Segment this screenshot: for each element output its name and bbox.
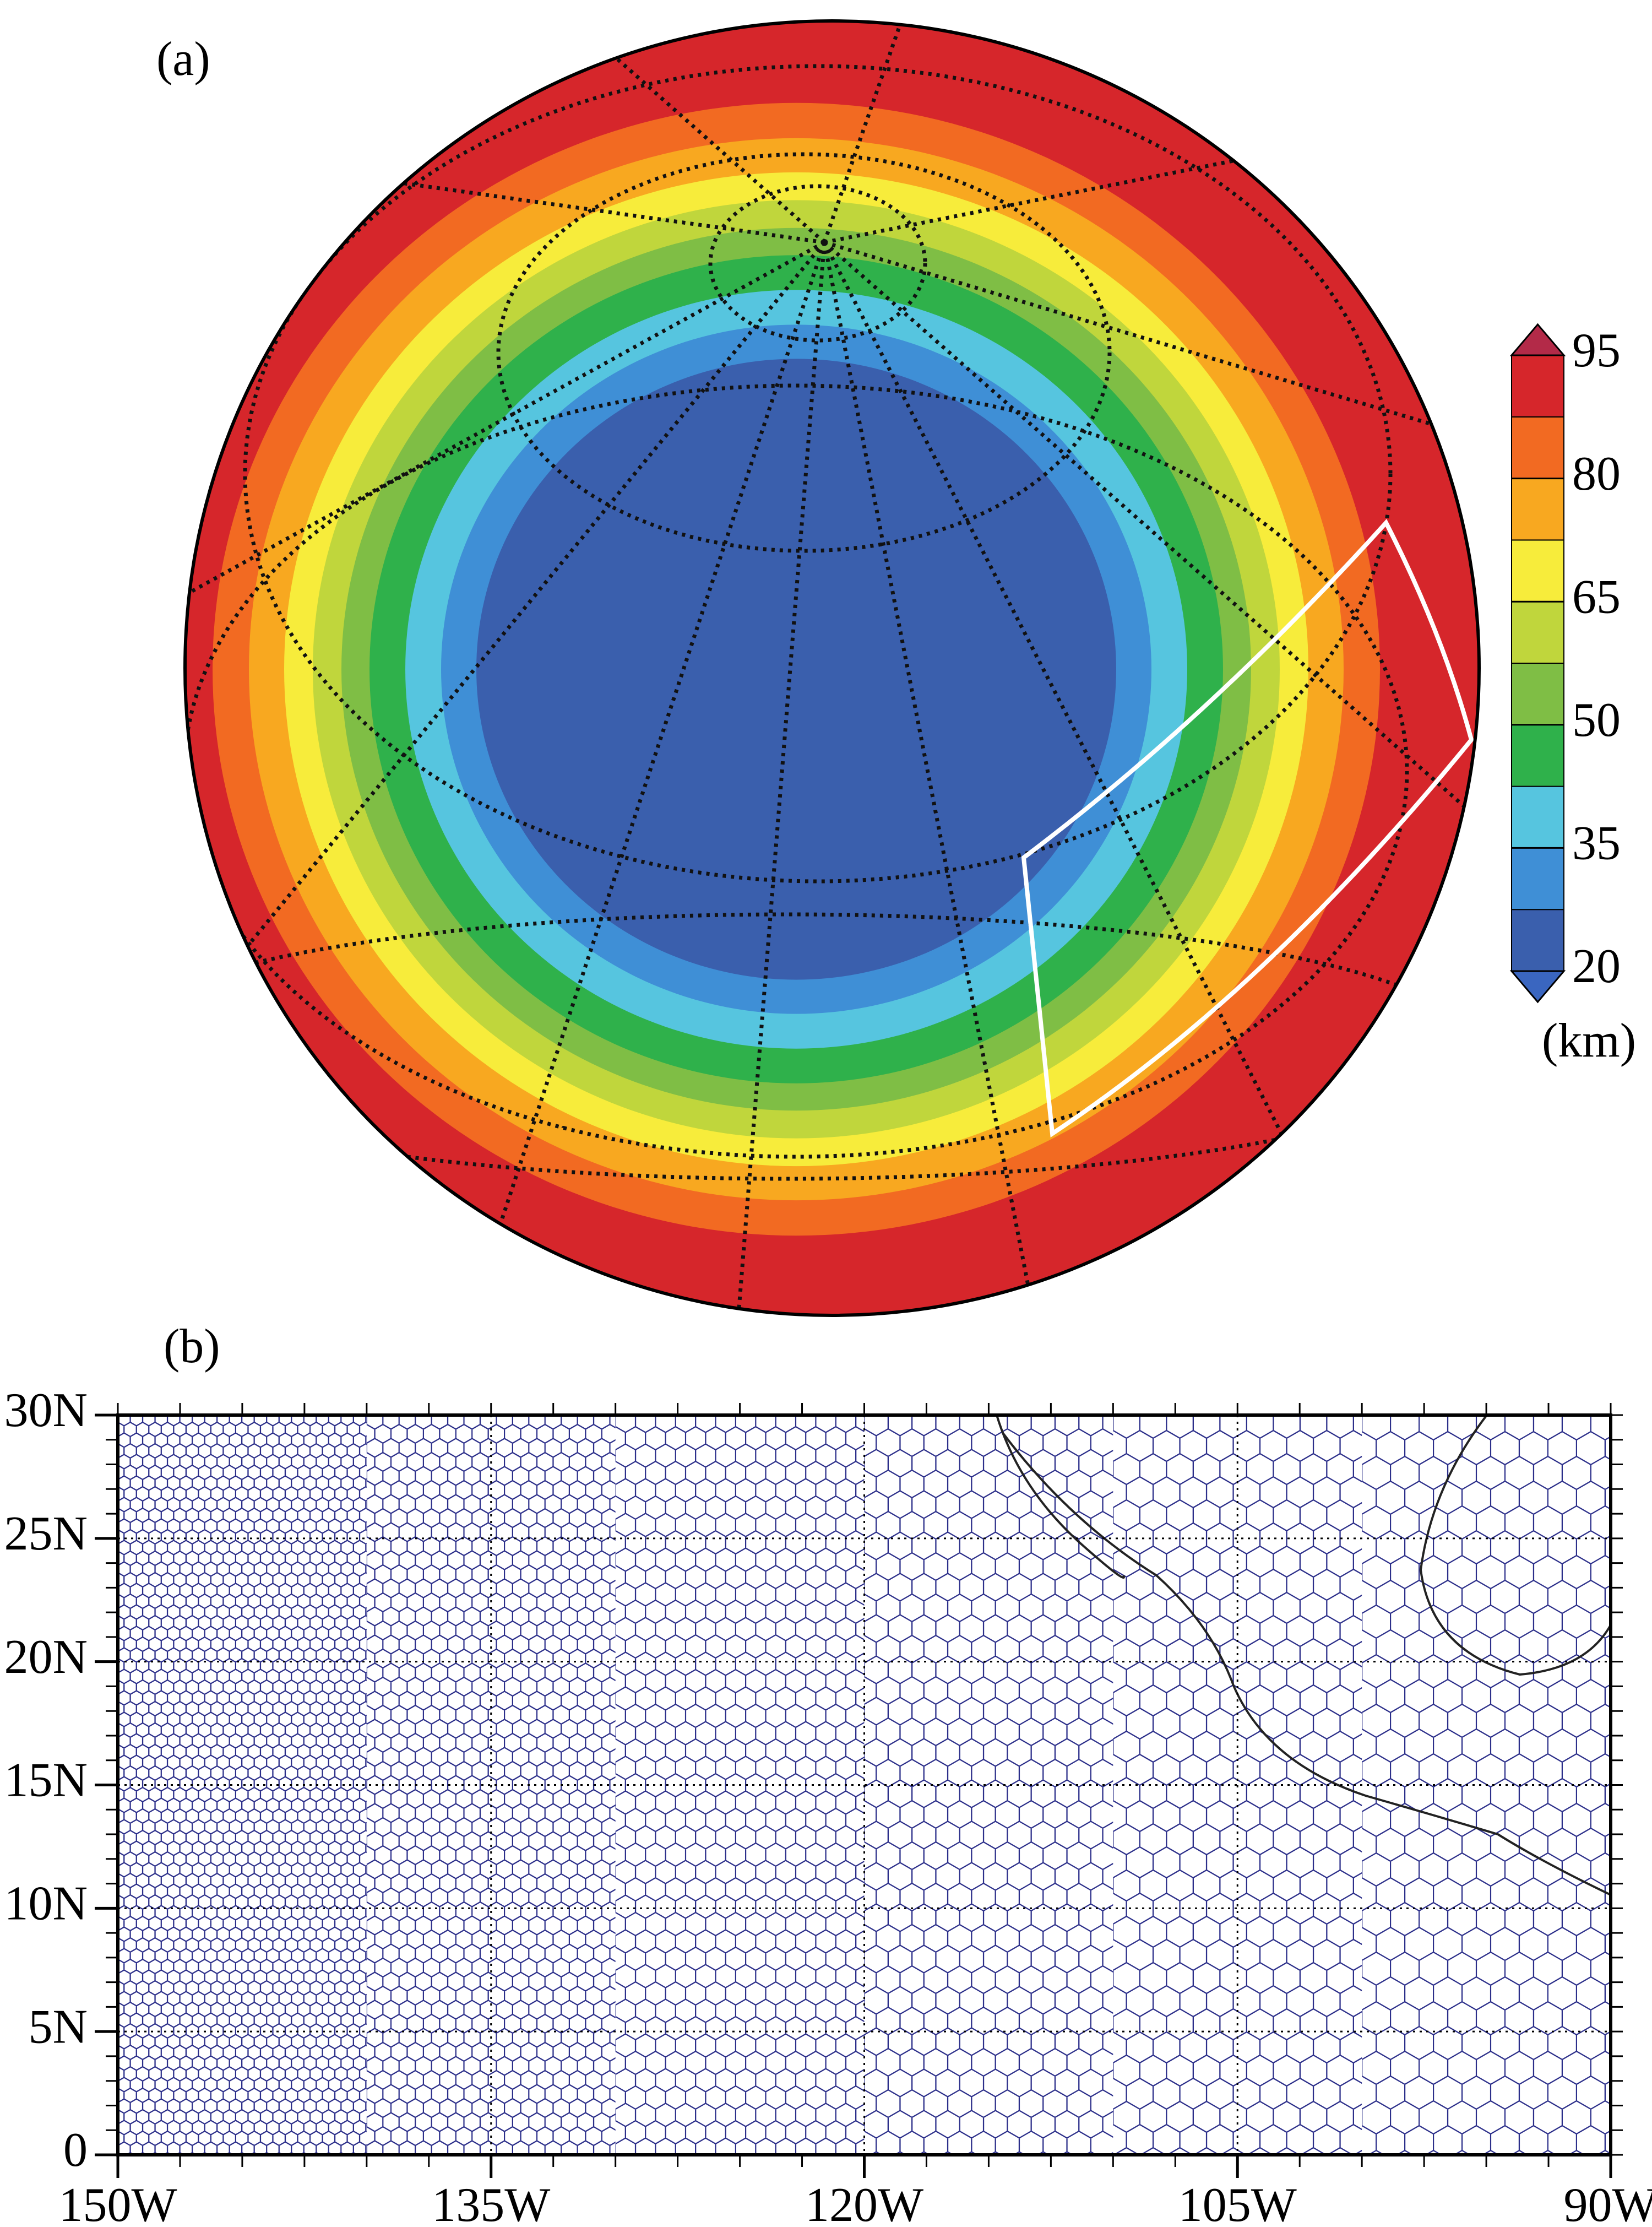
colorbar-tick-label: 95: [1572, 324, 1621, 377]
colorbar-band: [1511, 785, 1564, 849]
y-tick-label: 20N: [4, 1630, 88, 1684]
hex-strip: [1113, 1415, 1362, 2155]
colorbar-band: [1511, 847, 1564, 911]
panel-label: (a): [156, 32, 210, 86]
globe-outline: [183, 19, 1481, 1317]
x-tick-label: 90W: [1563, 2179, 1652, 2227]
colorbar-band: [1511, 539, 1564, 603]
y-tick-label: 10N: [4, 1877, 88, 1931]
x-tick-label: 120W: [805, 2179, 923, 2227]
y-tick-label: 0: [63, 2123, 88, 2177]
colorbar-tick-label: 35: [1572, 817, 1621, 870]
colorbar-band: [1511, 663, 1564, 725]
hex-strip: [118, 1415, 367, 2155]
colorbar-tick-label: 65: [1572, 570, 1621, 624]
coastline: [996, 1415, 1611, 1896]
colorbar-tick-label: 80: [1572, 447, 1621, 501]
hex-strip: [615, 1415, 865, 2155]
y-tick-label: 30N: [4, 1384, 88, 1437]
colorbar-tick-label: 20: [1572, 940, 1621, 993]
colorbar: 20 35 50 65 80 95: [1509, 323, 1621, 1004]
hex-mesh: [118, 1415, 1611, 2155]
colorbar-extend: [1509, 970, 1566, 1004]
x-tick-label: 150W: [58, 2179, 177, 2227]
colorbar-band: [1511, 724, 1564, 787]
colorbar-band: [1511, 416, 1564, 479]
x-tick-label: 135W: [432, 2179, 550, 2227]
colorbar-band: [1511, 909, 1564, 972]
y-tick-label: 25N: [4, 1507, 88, 1560]
panel-label: (b): [164, 1320, 220, 1373]
hex-strip: [366, 1415, 616, 2155]
x-tick-label: 105W: [1178, 2179, 1297, 2227]
contour-fill: [476, 359, 1116, 980]
colorbar-tick-label: 50: [1572, 693, 1621, 747]
colorbar-unit: (km): [1542, 1014, 1636, 1068]
colorbar-band: [1511, 355, 1564, 418]
y-tick-label: 15N: [4, 1754, 88, 1807]
hex-strip: [1362, 1415, 1611, 2155]
colorbar-band: [1511, 601, 1564, 664]
hex-strip: [864, 1415, 1113, 2155]
globe: [185, 21, 1479, 1315]
axes: 150W 135W 120W 105W 90W 0 5N 10N 15N 20N 25N 30N: [4, 1384, 1652, 2227]
domain-box: [1021, 519, 1474, 1137]
colorbar-extend: [1509, 323, 1566, 356]
y-tick-label: 5N: [28, 2000, 88, 2053]
colorbar-band: [1511, 478, 1564, 541]
plot-frame: [116, 1413, 1612, 2156]
